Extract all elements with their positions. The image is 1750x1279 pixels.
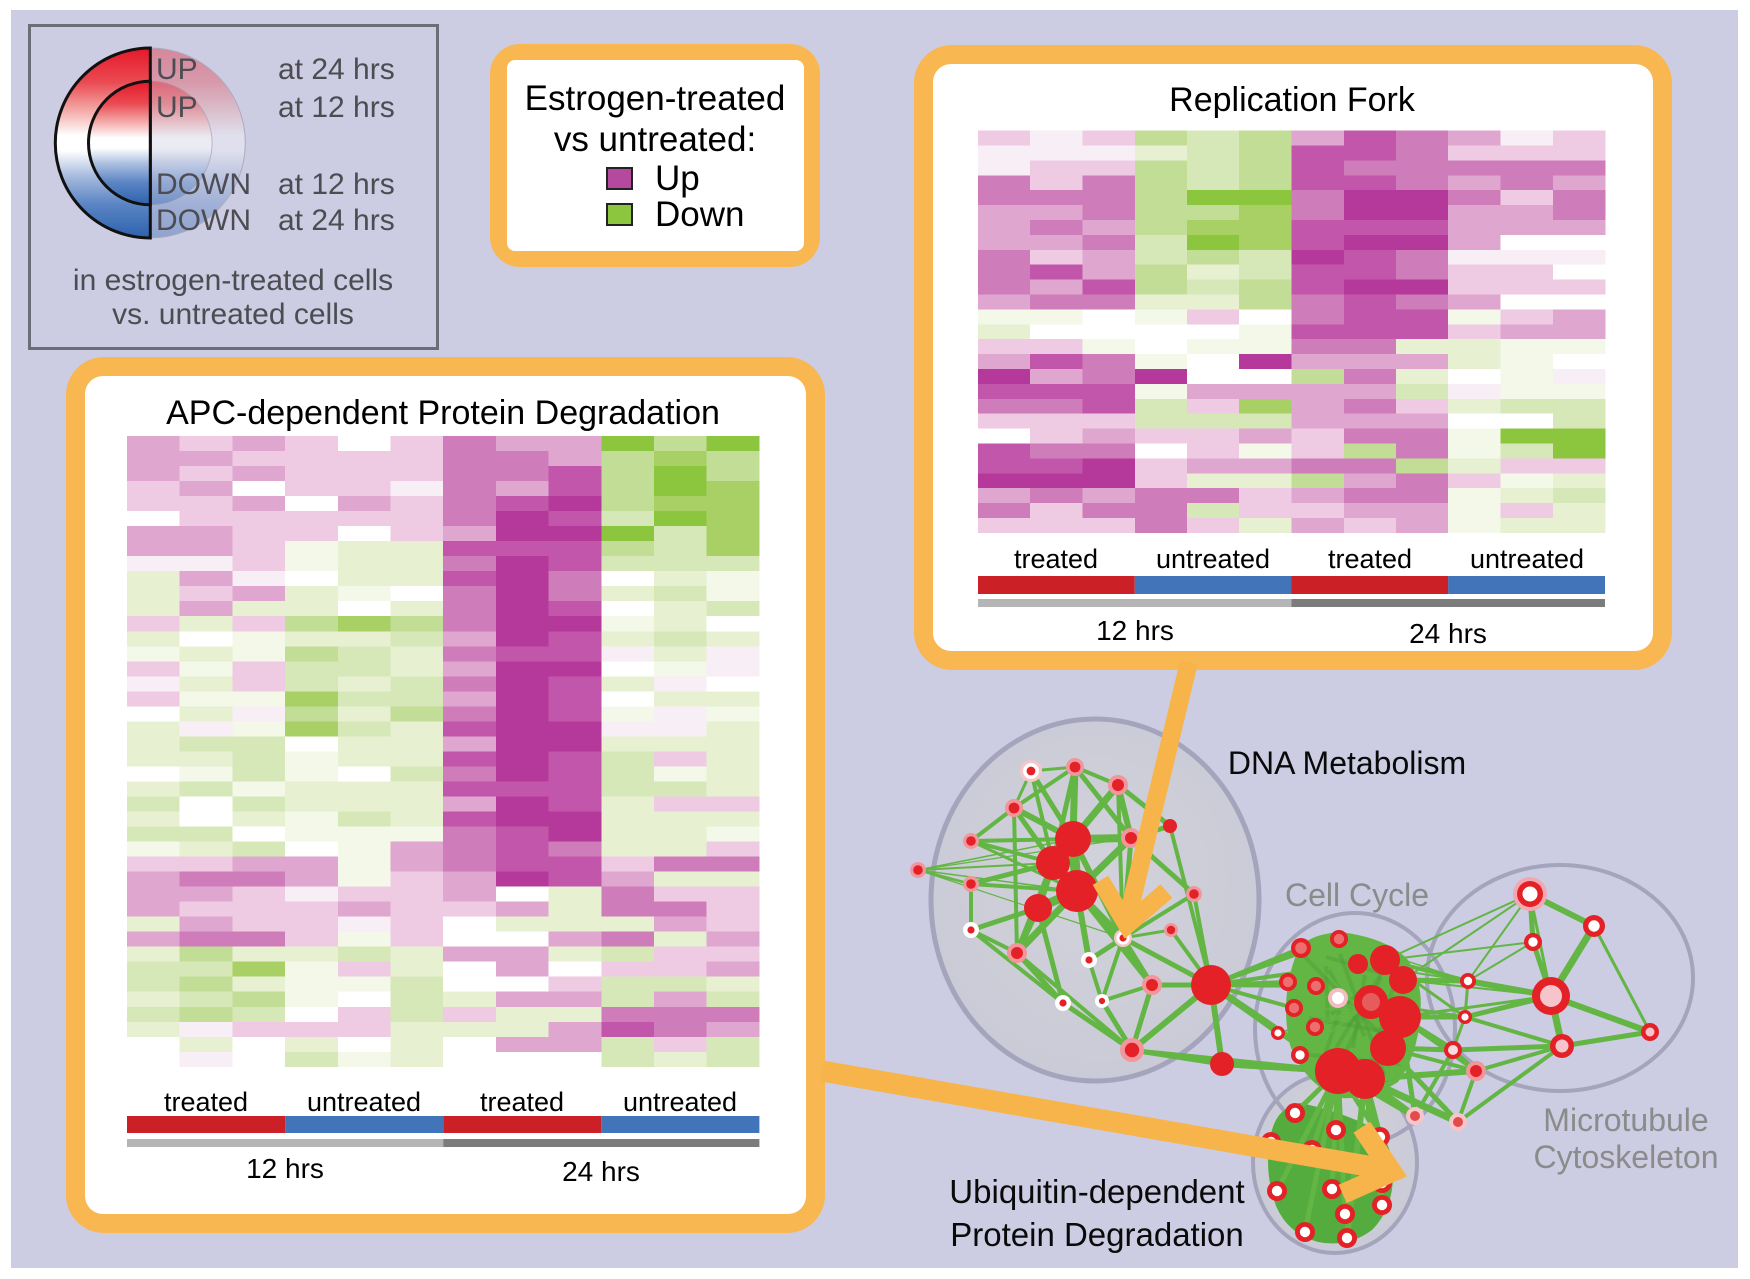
svg-text:at 24 hrs: at 24 hrs bbox=[278, 53, 395, 86]
svg-text:Cytoskeleton: Cytoskeleton bbox=[1534, 1139, 1719, 1175]
svg-text:Protein Degradation: Protein Degradation bbox=[950, 1216, 1244, 1253]
svg-text:24 hrs: 24 hrs bbox=[562, 1156, 640, 1187]
svg-text:in estrogen-treated cells: in estrogen-treated cells bbox=[73, 264, 393, 297]
svg-text:UP: UP bbox=[156, 91, 198, 124]
svg-text:DNA Metabolism: DNA Metabolism bbox=[1228, 745, 1466, 781]
svg-text:Estrogen-treated: Estrogen-treated bbox=[525, 79, 786, 118]
svg-text:Down: Down bbox=[655, 195, 744, 234]
svg-text:DOWN: DOWN bbox=[156, 204, 251, 237]
svg-text:UP: UP bbox=[156, 53, 198, 86]
svg-text:APC-dependent Protein Degradat: APC-dependent Protein Degradation bbox=[166, 394, 720, 432]
svg-text:12 hrs: 12 hrs bbox=[1096, 615, 1174, 646]
svg-text:at 24 hrs: at 24 hrs bbox=[278, 204, 395, 237]
svg-text:Up: Up bbox=[655, 159, 700, 198]
svg-text:at 12 hrs: at 12 hrs bbox=[278, 168, 395, 201]
svg-text:Replication Fork: Replication Fork bbox=[1169, 81, 1416, 119]
svg-text:Microtubule: Microtubule bbox=[1543, 1102, 1708, 1138]
svg-text:Cell Cycle: Cell Cycle bbox=[1285, 877, 1429, 913]
svg-text:DOWN: DOWN bbox=[156, 168, 251, 201]
svg-text:untreated: untreated bbox=[623, 1087, 737, 1117]
svg-text:untreated: untreated bbox=[307, 1087, 421, 1117]
svg-text:vs untreated:: vs untreated: bbox=[554, 120, 756, 159]
svg-text:treated: treated bbox=[164, 1087, 248, 1117]
svg-text:treated: treated bbox=[480, 1087, 564, 1117]
svg-text:untreated: untreated bbox=[1470, 544, 1584, 574]
svg-text:vs. untreated cells: vs. untreated cells bbox=[112, 298, 354, 331]
svg-text:Ubiquitin-dependent: Ubiquitin-dependent bbox=[949, 1173, 1244, 1210]
svg-text:at 12 hrs: at 12 hrs bbox=[278, 91, 395, 124]
svg-text:12 hrs: 12 hrs bbox=[246, 1153, 324, 1184]
svg-text:untreated: untreated bbox=[1156, 544, 1270, 574]
svg-text:24 hrs: 24 hrs bbox=[1409, 618, 1487, 649]
svg-text:treated: treated bbox=[1328, 544, 1412, 574]
svg-text:treated: treated bbox=[1014, 544, 1098, 574]
